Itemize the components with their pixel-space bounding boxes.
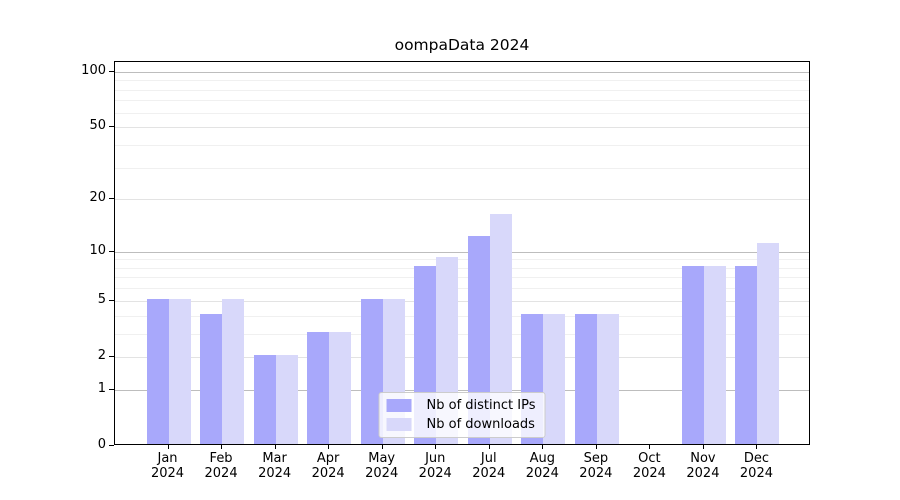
gridline-minor-30 xyxy=(115,167,809,169)
y-tick-label-10: 10 xyxy=(89,242,106,258)
x-tick-jun xyxy=(435,445,437,449)
y-tick-label-20: 20 xyxy=(89,190,106,206)
gridline-minor-20 xyxy=(115,199,809,201)
x-tick-label-may: May 2024 xyxy=(365,451,399,481)
y-tick-20 xyxy=(109,198,114,200)
gridline-minor-70 xyxy=(115,100,809,102)
bar-downloads-jul xyxy=(489,214,512,444)
gridline-major-10 xyxy=(115,251,809,253)
bar-downloads-dec xyxy=(757,242,780,444)
gridline-minor-40 xyxy=(115,144,809,146)
x-tick-label-sep: Sep 2024 xyxy=(579,451,613,481)
gridline-minor-2 xyxy=(115,356,809,358)
gridline-minor-9 xyxy=(115,259,809,261)
y-tick-label-0: 0 xyxy=(97,437,106,452)
legend-label-distinct-ips: Nb of distinct IPs xyxy=(426,398,536,413)
chart-title: oompaData 2024 xyxy=(394,36,530,54)
x-tick-label-aug: Aug 2024 xyxy=(525,451,559,481)
x-tick-apr xyxy=(328,445,330,449)
x-tick-label-jun: Jun 2024 xyxy=(418,451,452,481)
x-tick-label-feb: Feb 2024 xyxy=(204,451,238,481)
y-tick-50 xyxy=(109,126,114,128)
x-tick-label-oct: Oct 2024 xyxy=(632,451,666,481)
gridline-minor-6 xyxy=(115,288,809,290)
x-tick-label-jan: Jan 2024 xyxy=(150,451,185,481)
y-tick-2 xyxy=(109,355,114,357)
x-tick-label-nov: Nov 2024 xyxy=(686,451,720,481)
gridline-minor-60 xyxy=(115,112,809,114)
y-tick-10 xyxy=(109,250,114,252)
x-tick-jul xyxy=(488,445,490,449)
gridline-minor-7 xyxy=(115,277,809,279)
legend-swatch-downloads xyxy=(386,418,412,431)
gridline-minor-4 xyxy=(115,315,809,317)
gridline-minor-5 xyxy=(115,300,809,302)
bar-distinct-ips-sep xyxy=(574,313,597,444)
y-tick-5 xyxy=(109,299,114,301)
bar-downloads-nov xyxy=(703,265,726,444)
y-tick-label-2: 2 xyxy=(97,347,106,363)
legend-swatch-distinct-ips xyxy=(386,399,412,412)
gridline-minor-50 xyxy=(115,127,809,129)
gridline-major-100 xyxy=(115,71,809,73)
y-tick-label-100: 100 xyxy=(81,62,106,78)
y-tick-100 xyxy=(109,70,114,72)
y-tick-label-50: 50 xyxy=(89,118,106,134)
bar-downloads-sep xyxy=(596,313,619,444)
plot-area xyxy=(114,61,810,445)
x-tick-nov xyxy=(702,445,704,449)
y-tick-1 xyxy=(109,388,114,390)
bar-downloads-aug xyxy=(543,313,566,444)
x-tick-oct xyxy=(649,445,651,449)
legend-label-downloads: Nb of downloads xyxy=(426,417,535,432)
legend-entry-downloads: Nb of downloads xyxy=(386,417,536,432)
x-tick-feb xyxy=(221,445,223,449)
gridline-major-1 xyxy=(115,389,809,391)
x-tick-sep xyxy=(595,445,597,449)
bar-downloads-jan xyxy=(168,298,191,444)
legend-entry-distinct-ips: Nb of distinct IPs xyxy=(386,398,536,413)
bar-distinct-ips-jan xyxy=(146,298,169,444)
x-tick-label-jul: Jul 2024 xyxy=(472,451,506,481)
x-tick-aug xyxy=(542,445,544,449)
x-tick-may xyxy=(381,445,383,449)
bar-distinct-ips-apr xyxy=(307,331,330,444)
bar-downloads-mar xyxy=(275,354,298,444)
gridline-minor-3 xyxy=(115,333,809,335)
y-tick-label-5: 5 xyxy=(97,291,106,307)
bar-distinct-ips-may xyxy=(360,298,383,444)
bar-distinct-ips-mar xyxy=(253,354,276,444)
bar-downloads-feb xyxy=(222,298,245,444)
x-tick-dec xyxy=(756,445,758,449)
legend: Nb of distinct IPs Nb of downloads xyxy=(378,392,546,438)
y-tick-0 xyxy=(109,445,114,446)
bar-distinct-ips-dec xyxy=(735,265,758,444)
y-tick-label-1: 1 xyxy=(97,380,106,396)
bar-downloads-apr xyxy=(329,331,352,444)
gridline-minor-8 xyxy=(115,267,809,269)
x-tick-label-apr: Apr 2024 xyxy=(311,451,345,481)
gridline-minor-80 xyxy=(115,89,809,91)
gridline-minor-90 xyxy=(115,80,809,82)
x-tick-jan xyxy=(167,445,169,449)
x-tick-mar xyxy=(274,445,276,449)
x-tick-label-mar: Mar 2024 xyxy=(258,451,292,481)
bar-distinct-ips-nov xyxy=(681,265,704,444)
x-tick-label-dec: Dec 2024 xyxy=(739,451,773,481)
bar-distinct-ips-feb xyxy=(200,313,223,444)
